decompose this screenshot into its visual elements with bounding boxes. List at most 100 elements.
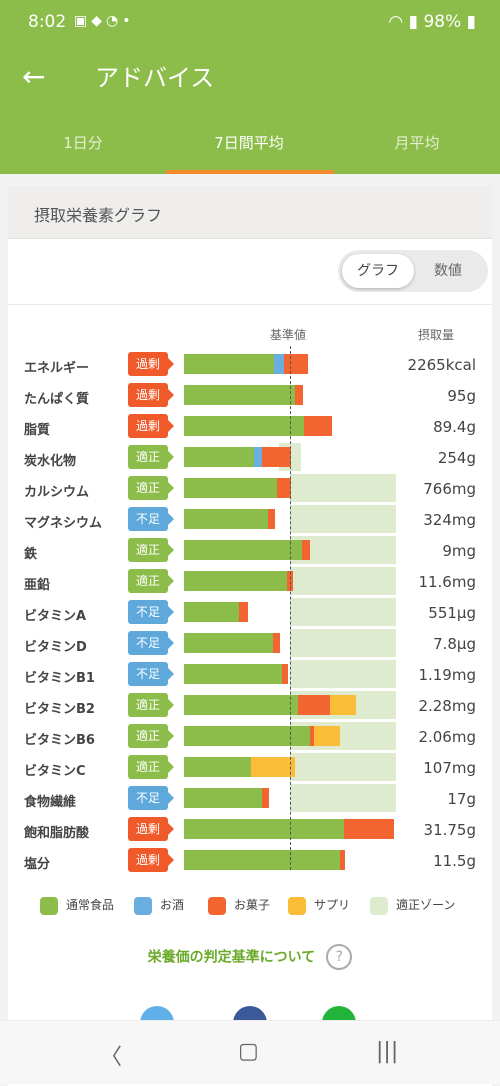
snack-bar-segment — [277, 478, 292, 498]
intake-value: 2265kcal — [407, 356, 476, 374]
nutrient-row: 塩分 過剰 11.5g — [8, 846, 492, 877]
back-arrow-icon[interactable]: ← — [22, 60, 46, 93]
legend-item: 通常食品 — [40, 896, 114, 915]
intake-value: 89.4g — [433, 418, 476, 436]
help-icon[interactable]: ? — [326, 944, 353, 970]
signal-icon: ▮ — [408, 12, 419, 32]
alcohol-bar-segment — [253, 447, 263, 467]
intake-value: 551μg — [428, 604, 476, 622]
status-badge: 適正 — [128, 476, 174, 500]
notification-icons: ▣◆◔• — [74, 13, 135, 29]
food-bar-segment — [184, 819, 345, 839]
intake-value: 2.06mg — [418, 728, 476, 746]
status-time: 8:02 — [28, 12, 67, 32]
adequate-zone — [290, 474, 396, 502]
nutrient-name: 炭水化物 — [24, 454, 77, 469]
adequate-zone — [290, 567, 396, 595]
nav-home-icon[interactable]: ▢ — [238, 1039, 259, 1064]
food-bar-segment — [184, 478, 278, 498]
legend-item: お酒 — [134, 896, 184, 915]
card-title: 摂取栄養素グラフ — [34, 206, 163, 225]
supplement-bar-segment — [250, 757, 296, 777]
nutrient-name: 塩分 — [24, 857, 51, 872]
criteria-link[interactable]: 栄養価の判定基準について — [147, 949, 316, 966]
status-badge: 過剰 — [128, 383, 174, 407]
intake-value: 324mg — [423, 511, 476, 529]
legend-swatch — [370, 896, 388, 915]
nutrient-row: ビタミンC 適正 107mg — [8, 753, 492, 784]
nutrient-name: ビタミンB6 — [24, 733, 95, 748]
legend-swatch — [288, 896, 306, 915]
nutrient-row: 亜鉛 適正 11.6mg — [8, 567, 492, 598]
nav-recents-icon[interactable]: ||| — [376, 1039, 399, 1064]
nutrient-card: 摂取栄養素グラフ グラフ 数値 基準値 摂取量 エネルギー 過剰 2265kcal た… — [8, 186, 492, 1086]
legend-swatch — [208, 896, 226, 915]
status-badge: 適正 — [128, 724, 174, 748]
nutrient-row: たんぱく質 過剰 95g — [8, 381, 492, 412]
wifi-icon: ◠ — [388, 12, 404, 32]
tab-1day[interactable]: 1日分 — [63, 134, 103, 152]
nutrient-row: 食物繊維 不足 17g — [8, 784, 492, 815]
nutrient-row: ビタミンA 不足 551μg — [8, 598, 492, 629]
intake-value: 254g — [437, 449, 476, 467]
legend-label: お酒 — [160, 898, 185, 912]
tab-indicator — [166, 170, 334, 174]
view-toggle: グラフ 数値 — [338, 250, 488, 292]
column-header-intake: 摂取量 — [418, 328, 455, 342]
intake-value: 17g — [447, 790, 476, 808]
food-bar-segment — [184, 354, 275, 374]
snack-bar-segment — [295, 385, 303, 405]
nutrient-name: ビタミンB1 — [24, 671, 95, 686]
snack-bar-segment — [267, 509, 276, 529]
tab-monthly-average[interactable]: 月平均 — [394, 134, 440, 152]
adequate-zone — [290, 629, 396, 657]
legend-label: サプリ — [314, 898, 351, 912]
nutrient-row: 炭水化物 適正 254g — [8, 443, 492, 474]
nutrient-name: 食物繊維 — [24, 795, 77, 810]
column-header-base: 基準値 — [270, 328, 307, 342]
battery-icon: ▮ — [466, 12, 476, 32]
toggle-graph-button[interactable]: グラフ — [342, 254, 414, 288]
baseline-line — [290, 346, 291, 870]
snack-bar-segment — [310, 726, 315, 746]
snack-bar-segment — [262, 788, 269, 808]
nutrient-name: エネルギー — [24, 361, 90, 376]
status-badge: 過剰 — [128, 817, 174, 841]
legend-label: お菓子 — [234, 898, 271, 912]
food-bar-segment — [184, 726, 311, 746]
food-bar-segment — [184, 664, 282, 684]
food-bar-segment — [184, 695, 299, 715]
status-badge: 不足 — [128, 600, 174, 624]
status-badge: 不足 — [128, 507, 174, 531]
intake-value: 766mg — [423, 480, 476, 498]
snack-bar-segment — [298, 695, 331, 715]
food-bar-segment — [184, 447, 254, 467]
food-bar-segment — [184, 602, 240, 622]
intake-value: 11.5g — [433, 852, 476, 870]
nutrient-name: 亜鉛 — [24, 578, 51, 593]
supplement-bar-segment — [330, 695, 356, 715]
nutrient-row: マグネシウム 不足 324mg — [8, 505, 492, 536]
food-bar-segment — [184, 540, 302, 560]
status-badge: 不足 — [128, 662, 174, 686]
alcohol-bar-segment — [274, 354, 284, 374]
food-bar-segment — [184, 416, 304, 436]
toggle-values-button[interactable]: 数値 — [434, 263, 462, 279]
status-badge: 過剰 — [128, 414, 174, 438]
nutrient-row: ビタミンB1 不足 1.19mg — [8, 660, 492, 691]
status-badge: 過剰 — [128, 352, 174, 376]
nutrient-row: エネルギー 過剰 2265kcal — [8, 350, 492, 381]
snack-bar-segment — [286, 571, 294, 591]
snack-bar-segment — [281, 664, 288, 684]
snack-bar-segment — [339, 850, 346, 870]
status-badge: 不足 — [128, 631, 174, 655]
system-nav-bar: 〈 ▢ ||| — [0, 1020, 500, 1084]
nutrient-name: ビタミンC — [24, 764, 86, 779]
nav-back-icon[interactable]: 〈 — [100, 1045, 123, 1070]
food-bar-segment — [184, 571, 287, 591]
nutrient-name: ビタミンB2 — [24, 702, 95, 717]
snack-bar-segment — [283, 354, 308, 374]
nutrient-name: マグネシウム — [24, 516, 103, 531]
snack-bar-segment — [262, 447, 292, 467]
tab-7day-average[interactable]: 7日間平均 — [214, 134, 284, 152]
